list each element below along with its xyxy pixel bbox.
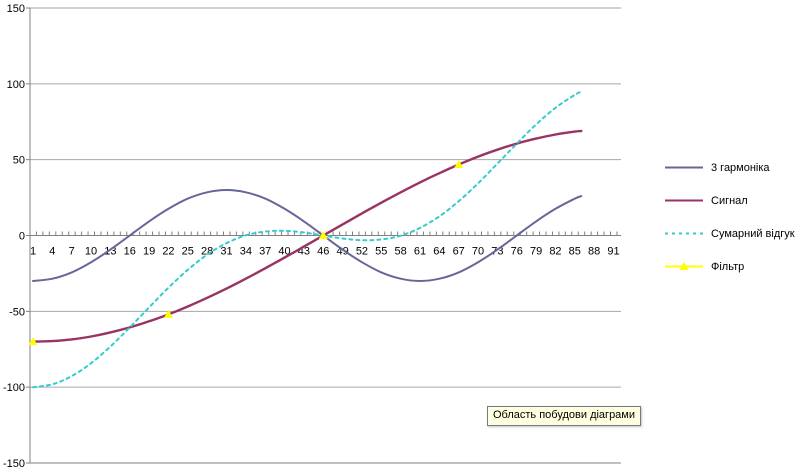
legend-label-signal: Сигнал (711, 194, 748, 207)
x-axis-label: 64 (433, 246, 445, 258)
legend: 3 гармоніка Сигнал Сумарний відгук Фільт… (664, 151, 795, 283)
x-axis-label: 40 (278, 246, 290, 258)
legend-item-signal[interactable]: Сигнал (664, 184, 795, 217)
x-axis-label: 79 (530, 246, 542, 258)
x-axis-label: 1 (30, 246, 36, 258)
x-axis-label: 19 (143, 246, 155, 258)
x-axis-label: 31 (220, 246, 232, 258)
legend-label-filter: Фільтр (711, 260, 745, 273)
x-axis-label: 70 (472, 246, 484, 258)
x-axis-label: 10 (85, 246, 97, 258)
legend-swatch-signal-line-icon (664, 194, 704, 207)
legend-swatch-filter-marker-icon (664, 260, 704, 273)
x-axis-label: 4 (49, 246, 55, 258)
legend-item-harmonic[interactable]: 3 гармоніка (664, 151, 795, 184)
x-axis-label: 28 (201, 246, 213, 258)
y-axis-label: -50 (9, 306, 25, 318)
x-axis-label: 7 (69, 246, 75, 258)
legend-item-filter[interactable]: Фільтр (664, 250, 795, 283)
x-axis-label: 16 (124, 246, 136, 258)
x-axis-label: 34 (240, 246, 252, 258)
x-axis-label: 22 (162, 246, 174, 258)
x-axis-label: 91 (607, 246, 619, 258)
x-axis-label: 55 (375, 246, 387, 258)
y-axis-label: 0 (19, 231, 25, 243)
legend-label-harmonic: 3 гармоніка (711, 161, 770, 174)
y-axis-label: -150 (3, 458, 25, 470)
x-axis-label: 25 (182, 246, 194, 258)
x-axis-label: 46 (317, 246, 329, 258)
y-axis-label: 100 (7, 79, 25, 91)
plot-area-tooltip: Область побудови діаграми (487, 406, 642, 426)
x-axis-label: 67 (453, 246, 465, 258)
filter-marker[interactable] (28, 337, 38, 346)
x-axis-label: 88 (588, 246, 600, 258)
legend-swatch-sum-dashed-line-icon (664, 227, 704, 240)
x-axis-label: 37 (259, 246, 271, 258)
x-axis-label: 76 (511, 246, 523, 258)
legend-label-sum-response: Сумарний відгук (711, 227, 795, 240)
filter-marker[interactable] (454, 160, 464, 169)
y-axis-label: 50 (13, 155, 25, 167)
legend-item-sum-response[interactable]: Сумарний відгук (664, 217, 795, 250)
filter-marker[interactable] (318, 231, 328, 239)
x-axis-label: 85 (569, 246, 581, 258)
x-axis-label: 52 (356, 246, 368, 258)
x-axis-label: 61 (414, 246, 426, 258)
y-axis-label: -100 (3, 382, 25, 394)
filter-marker[interactable] (163, 309, 173, 318)
x-axis-label: 58 (395, 246, 407, 258)
legend-swatch-harmonic-line-icon (664, 161, 704, 174)
y-axis-label: 150 (7, 3, 25, 15)
x-axis-label: 82 (549, 246, 561, 258)
